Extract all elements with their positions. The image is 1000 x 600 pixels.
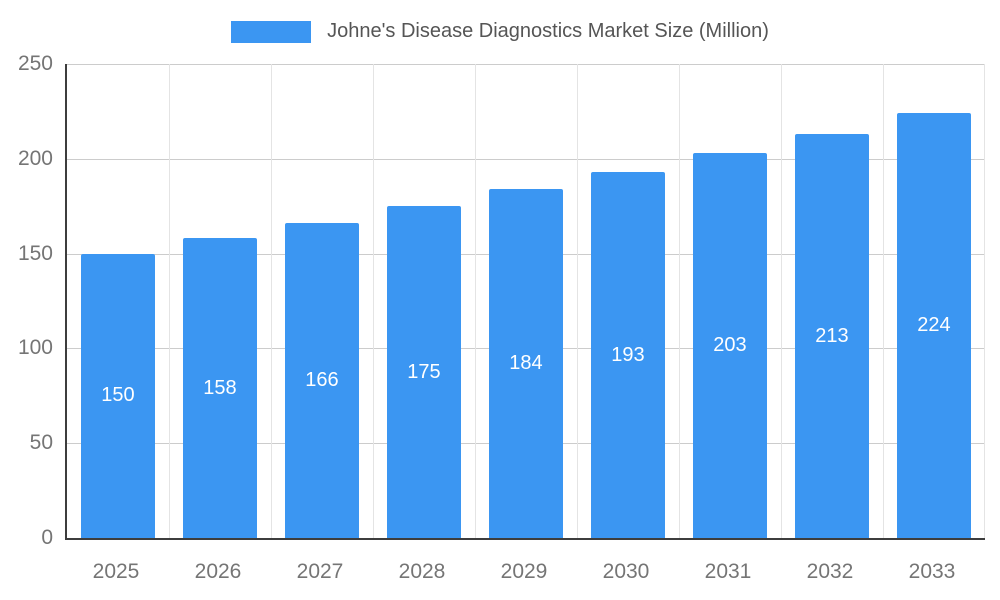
bar: 193 bbox=[591, 172, 665, 538]
y-tick-label: 150 bbox=[17, 241, 53, 265]
x-tick-label: 2031 bbox=[704, 560, 752, 583]
bar: 184 bbox=[489, 189, 563, 538]
x-tick-label: 2027 bbox=[296, 560, 344, 583]
bar: 175 bbox=[387, 206, 461, 538]
bar: 203 bbox=[693, 153, 767, 538]
x-tick-label: 2033 bbox=[908, 560, 956, 583]
x-axis-labels: 2025 2026 2027 2028 2029 2030 2031 2032 2033 bbox=[65, 558, 985, 590]
gridline-vertical bbox=[577, 64, 578, 538]
legend-swatch bbox=[231, 20, 312, 43]
y-tick-label: 100 bbox=[17, 336, 53, 360]
y-tick-label: 0 bbox=[41, 526, 53, 549]
gridline-vertical bbox=[373, 64, 374, 538]
bar: 150 bbox=[81, 253, 155, 538]
bar-value-label: 193 bbox=[611, 343, 645, 366]
gridline-horizontal bbox=[67, 158, 985, 160]
bar-value-label: 158 bbox=[203, 376, 237, 399]
x-tick-label: 2026 bbox=[194, 560, 242, 583]
y-axis-labels: 0 50 100 150 200 250 bbox=[0, 0, 53, 600]
bar-value-label: 213 bbox=[815, 324, 849, 347]
bar-value-label: 150 bbox=[101, 384, 135, 407]
gridline-vertical bbox=[984, 64, 985, 538]
gridline-horizontal bbox=[67, 64, 985, 65]
bar-value-label: 203 bbox=[713, 334, 747, 357]
gridline-vertical bbox=[679, 64, 680, 538]
x-tick-label: 2032 bbox=[806, 560, 854, 583]
chart-title: Johne's Disease Diagnostics Market Size … bbox=[327, 20, 769, 42]
bar-value-label: 166 bbox=[305, 369, 339, 392]
y-tick-label: 50 bbox=[29, 431, 53, 455]
bar: 158 bbox=[183, 238, 257, 538]
gridline-vertical bbox=[475, 64, 476, 538]
bar-value-label: 175 bbox=[407, 360, 441, 383]
gridline-vertical bbox=[169, 64, 170, 538]
x-tick-label: 2028 bbox=[398, 560, 446, 583]
plot-area: 150 158 166 175 184 193 203 213 224 bbox=[65, 64, 985, 540]
legend: Johne's Disease Diagnostics Market Size … bbox=[0, 20, 1000, 43]
x-tick-label: 2030 bbox=[602, 560, 650, 583]
gridline-vertical bbox=[271, 64, 272, 538]
bar: 224 bbox=[897, 113, 971, 538]
bar: 213 bbox=[795, 134, 869, 538]
y-tick-label: 200 bbox=[17, 146, 53, 170]
bar-value-label: 184 bbox=[509, 352, 543, 375]
gridline-vertical bbox=[781, 64, 782, 538]
y-tick-label: 250 bbox=[17, 52, 53, 75]
x-tick-label: 2029 bbox=[500, 560, 548, 583]
x-tick-label: 2025 bbox=[92, 560, 140, 583]
gridline-vertical bbox=[883, 64, 884, 538]
bar-value-label: 224 bbox=[917, 314, 951, 337]
bar: 166 bbox=[285, 223, 359, 538]
